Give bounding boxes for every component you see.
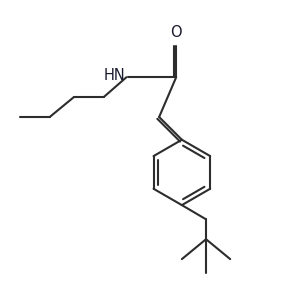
- Text: O: O: [170, 25, 182, 40]
- Text: HN: HN: [103, 68, 125, 83]
